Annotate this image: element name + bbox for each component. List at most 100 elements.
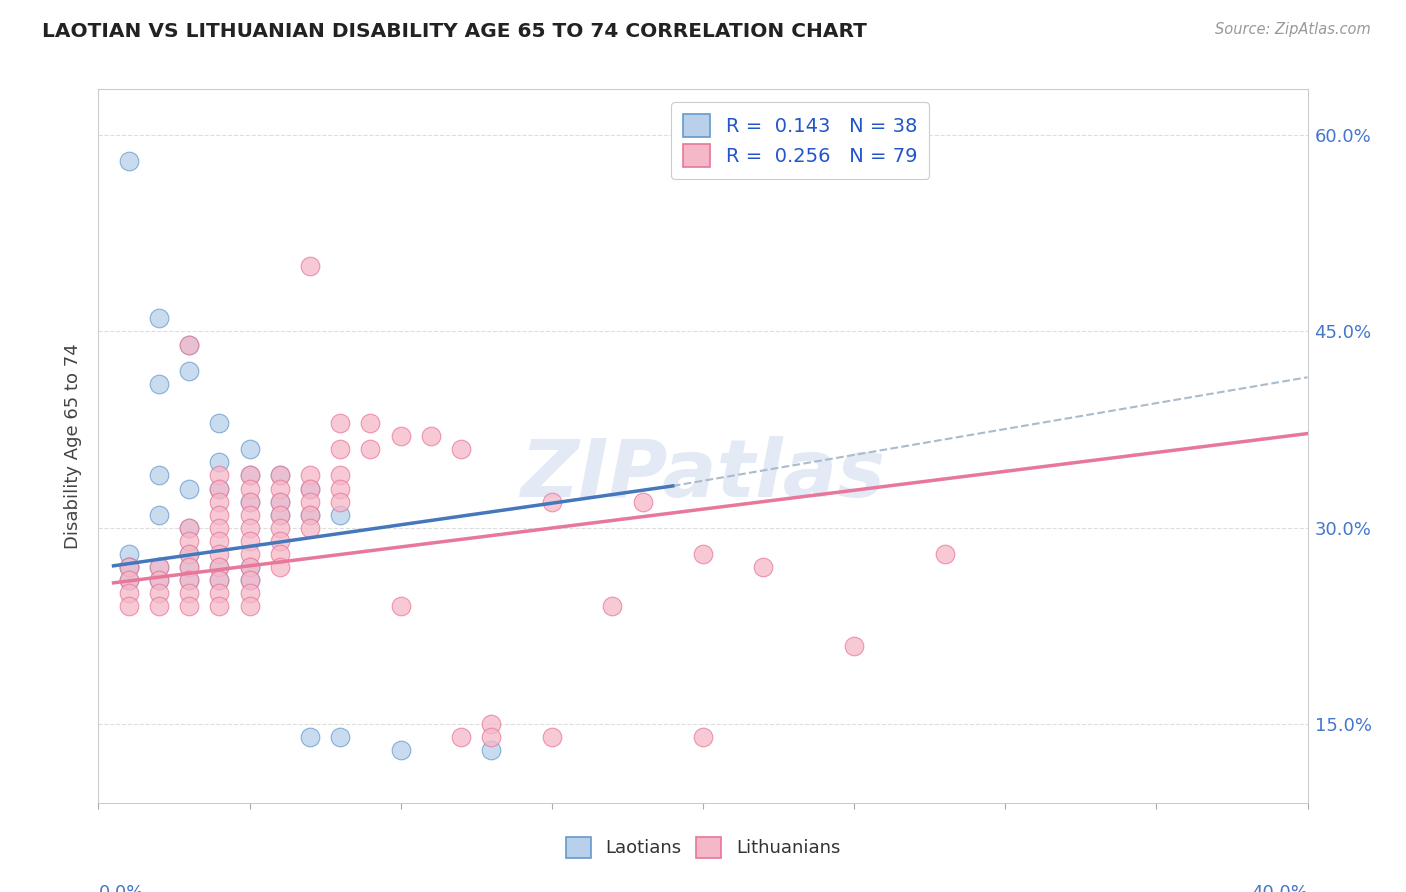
Point — [481, 731, 503, 745]
Point — [179, 533, 201, 548]
Point — [179, 573, 201, 587]
Point — [239, 573, 262, 587]
Point — [208, 521, 231, 535]
Point — [179, 337, 201, 351]
Point — [269, 508, 291, 522]
Point — [239, 468, 262, 483]
Point — [208, 573, 231, 587]
Text: LAOTIAN VS LITHUANIAN DISABILITY AGE 65 TO 74 CORRELATION CHART: LAOTIAN VS LITHUANIAN DISABILITY AGE 65 … — [42, 22, 868, 41]
Point — [239, 573, 262, 587]
Point — [299, 508, 322, 522]
Point — [269, 547, 291, 561]
Point — [389, 743, 412, 757]
Point — [844, 639, 866, 653]
Point — [239, 560, 262, 574]
Point — [540, 494, 562, 508]
Point — [179, 547, 201, 561]
Point — [179, 599, 201, 614]
Point — [118, 154, 141, 169]
Point — [299, 731, 322, 745]
Point — [360, 416, 382, 430]
Point — [450, 442, 472, 457]
Point — [299, 482, 322, 496]
Point — [360, 442, 382, 457]
Point — [148, 376, 170, 391]
Point — [208, 482, 231, 496]
Point — [179, 560, 201, 574]
Text: 40.0%: 40.0% — [1251, 884, 1308, 892]
Point — [239, 599, 262, 614]
Y-axis label: Disability Age 65 to 74: Disability Age 65 to 74 — [65, 343, 83, 549]
Point — [299, 259, 322, 273]
Point — [299, 482, 322, 496]
Point — [269, 508, 291, 522]
Point — [239, 560, 262, 574]
Point — [208, 573, 231, 587]
Point — [148, 560, 170, 574]
Point — [208, 482, 231, 496]
Point — [329, 494, 352, 508]
Point — [148, 599, 170, 614]
Point — [148, 573, 170, 587]
Point — [208, 494, 231, 508]
Point — [420, 429, 443, 443]
Point — [239, 533, 262, 548]
Point — [239, 468, 262, 483]
Point — [148, 508, 170, 522]
Point — [179, 573, 201, 587]
Point — [208, 533, 231, 548]
Point — [208, 508, 231, 522]
Point — [148, 311, 170, 326]
Point — [239, 442, 262, 457]
Point — [269, 521, 291, 535]
Point — [269, 468, 291, 483]
Point — [179, 547, 201, 561]
Text: 0.0%: 0.0% — [98, 884, 143, 892]
Point — [269, 533, 291, 548]
Point — [269, 560, 291, 574]
Point — [208, 547, 231, 561]
Point — [179, 586, 201, 600]
Point — [208, 416, 231, 430]
Point — [329, 482, 352, 496]
Point — [602, 599, 624, 614]
Point — [118, 573, 141, 587]
Legend: Laotians, Lithuanians: Laotians, Lithuanians — [558, 830, 848, 865]
Point — [481, 743, 503, 757]
Point — [239, 586, 262, 600]
Point — [179, 521, 201, 535]
Point — [118, 599, 141, 614]
Point — [481, 717, 503, 731]
Point — [208, 560, 231, 574]
Point — [239, 547, 262, 561]
Point — [148, 586, 170, 600]
Point — [269, 494, 291, 508]
Point — [540, 731, 562, 745]
Point — [239, 508, 262, 522]
Text: ZIPatlas: ZIPatlas — [520, 435, 886, 514]
Point — [179, 364, 201, 378]
Point — [299, 494, 322, 508]
Point — [329, 468, 352, 483]
Point — [118, 560, 141, 574]
Point — [118, 547, 141, 561]
Point — [118, 573, 141, 587]
Point — [752, 560, 775, 574]
Point — [389, 599, 412, 614]
Point — [118, 586, 141, 600]
Point — [329, 731, 352, 745]
Point — [269, 482, 291, 496]
Point — [179, 560, 201, 574]
Point — [179, 482, 201, 496]
Point — [239, 521, 262, 535]
Point — [450, 731, 472, 745]
Point — [299, 468, 322, 483]
Point — [239, 482, 262, 496]
Point — [208, 468, 231, 483]
Point — [148, 573, 170, 587]
Point — [208, 455, 231, 469]
Point — [299, 521, 322, 535]
Point — [692, 731, 714, 745]
Point — [329, 508, 352, 522]
Point — [148, 560, 170, 574]
